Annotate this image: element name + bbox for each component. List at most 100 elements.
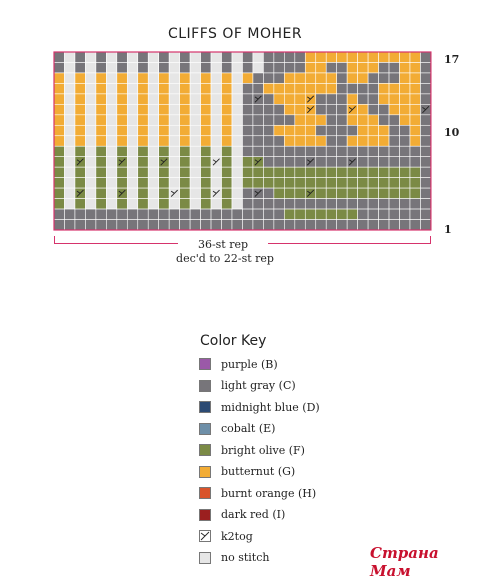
- chart-cell: [325, 104, 337, 116]
- chart-cell: [231, 135, 243, 147]
- color-key-item: k2tog: [199, 529, 253, 543]
- chart-cell: [263, 198, 275, 210]
- color-key-item: light gray (C): [199, 379, 296, 393]
- chart-cell: [106, 51, 118, 63]
- chart-cell: [409, 198, 421, 210]
- chart-cell: [420, 156, 432, 168]
- chart-cell: [399, 219, 411, 231]
- k2tog-symbol: [76, 158, 84, 166]
- k2tog-symbol: [212, 158, 220, 166]
- chart-cell: [189, 51, 201, 63]
- chart-cell: [336, 187, 348, 199]
- chart-cell: [116, 124, 128, 137]
- chart-cell: [221, 51, 233, 63]
- chart-cell: [315, 166, 327, 178]
- chart-cell: [189, 124, 201, 137]
- chart-cell: [137, 177, 149, 189]
- chart-cell: [294, 166, 306, 178]
- chart-cell: [242, 145, 254, 157]
- chart-cell: [64, 62, 76, 74]
- chart-cell: [231, 83, 243, 95]
- chart-cell: [126, 51, 139, 63]
- chart-cell: [231, 177, 243, 189]
- chart-cell: [336, 145, 348, 157]
- chart-cell: [95, 114, 107, 126]
- chart-cell: [284, 93, 296, 105]
- chart-cell: [294, 156, 306, 168]
- chart-cell: [126, 124, 139, 137]
- chart-cell: [85, 135, 97, 147]
- chart-cell: [420, 124, 432, 137]
- chart-cell: [263, 177, 275, 189]
- chart-cell: [200, 51, 212, 63]
- chart-cell: [263, 62, 275, 74]
- chart-cell: [399, 198, 411, 210]
- chart-cell: [106, 135, 118, 147]
- chart-cell: [367, 114, 379, 126]
- chart-cell: [200, 72, 212, 84]
- chart-cell: [221, 124, 233, 137]
- chart-cell: [346, 72, 358, 84]
- chart-cell: [95, 104, 107, 116]
- chart-cell: [357, 51, 369, 63]
- chart-cell: [315, 62, 327, 74]
- chart-cell: [210, 219, 222, 231]
- chart-cell: [95, 219, 107, 231]
- chart-cell: [304, 208, 317, 220]
- chart-cell: [106, 83, 118, 95]
- chart-cell: [210, 104, 222, 116]
- chart-cell: [179, 156, 191, 168]
- chart-cell: [74, 219, 86, 231]
- chart-cell: [336, 219, 348, 231]
- chart-cell: [294, 93, 306, 105]
- chart-cell: [242, 177, 254, 189]
- chart-cell: [378, 62, 390, 74]
- chart-cell: [388, 62, 400, 74]
- chart-cell: [147, 72, 159, 84]
- color-swatch: [199, 379, 211, 392]
- chart-cell: [189, 187, 201, 199]
- chart-cell: [168, 62, 180, 74]
- chart-cell: [116, 145, 128, 157]
- chart-cell: [294, 51, 306, 63]
- chart-cell: [252, 198, 264, 210]
- chart-cell: [126, 72, 139, 84]
- chart-cell: [409, 156, 421, 168]
- chart-cell: [325, 114, 337, 126]
- chart-cell: [74, 124, 86, 137]
- chart-cell: [189, 62, 201, 74]
- chart-cell: [116, 166, 128, 178]
- chart-cell: [284, 124, 296, 137]
- chart-cell: [378, 198, 390, 210]
- chart-cell: [346, 208, 358, 220]
- chart-cell: [336, 93, 348, 105]
- chart-cell: [168, 104, 180, 116]
- chart-cell: [179, 166, 191, 178]
- chart-cell: [273, 145, 285, 157]
- row-number-17: 17: [444, 53, 460, 66]
- chart-cell: [74, 104, 86, 116]
- chart-cell: [200, 166, 212, 178]
- chart-cell: [388, 145, 400, 157]
- k2tog-symbol: [306, 158, 315, 166]
- chart-cell: [325, 135, 337, 147]
- chart-cell: [53, 62, 65, 74]
- chart-cell: [346, 198, 358, 210]
- chart-cell: [325, 93, 337, 105]
- color-key-item: purple (B): [199, 357, 278, 371]
- chart-cell: [357, 104, 369, 116]
- chart-cell: [200, 198, 212, 210]
- chart-cell: [388, 114, 400, 126]
- chart-cell: [367, 198, 379, 210]
- chart-cell: [409, 166, 421, 178]
- chart-cell: [64, 72, 76, 84]
- chart-cell: [252, 208, 264, 220]
- chart-cell: [315, 187, 327, 199]
- chart-cell: [242, 198, 254, 210]
- chart-cell: [200, 135, 212, 147]
- chart-cell: [273, 177, 285, 189]
- chart-cell: [85, 208, 97, 220]
- chart-cell: [378, 156, 390, 168]
- chart-cell: [74, 62, 86, 74]
- chart-cell: [273, 51, 285, 63]
